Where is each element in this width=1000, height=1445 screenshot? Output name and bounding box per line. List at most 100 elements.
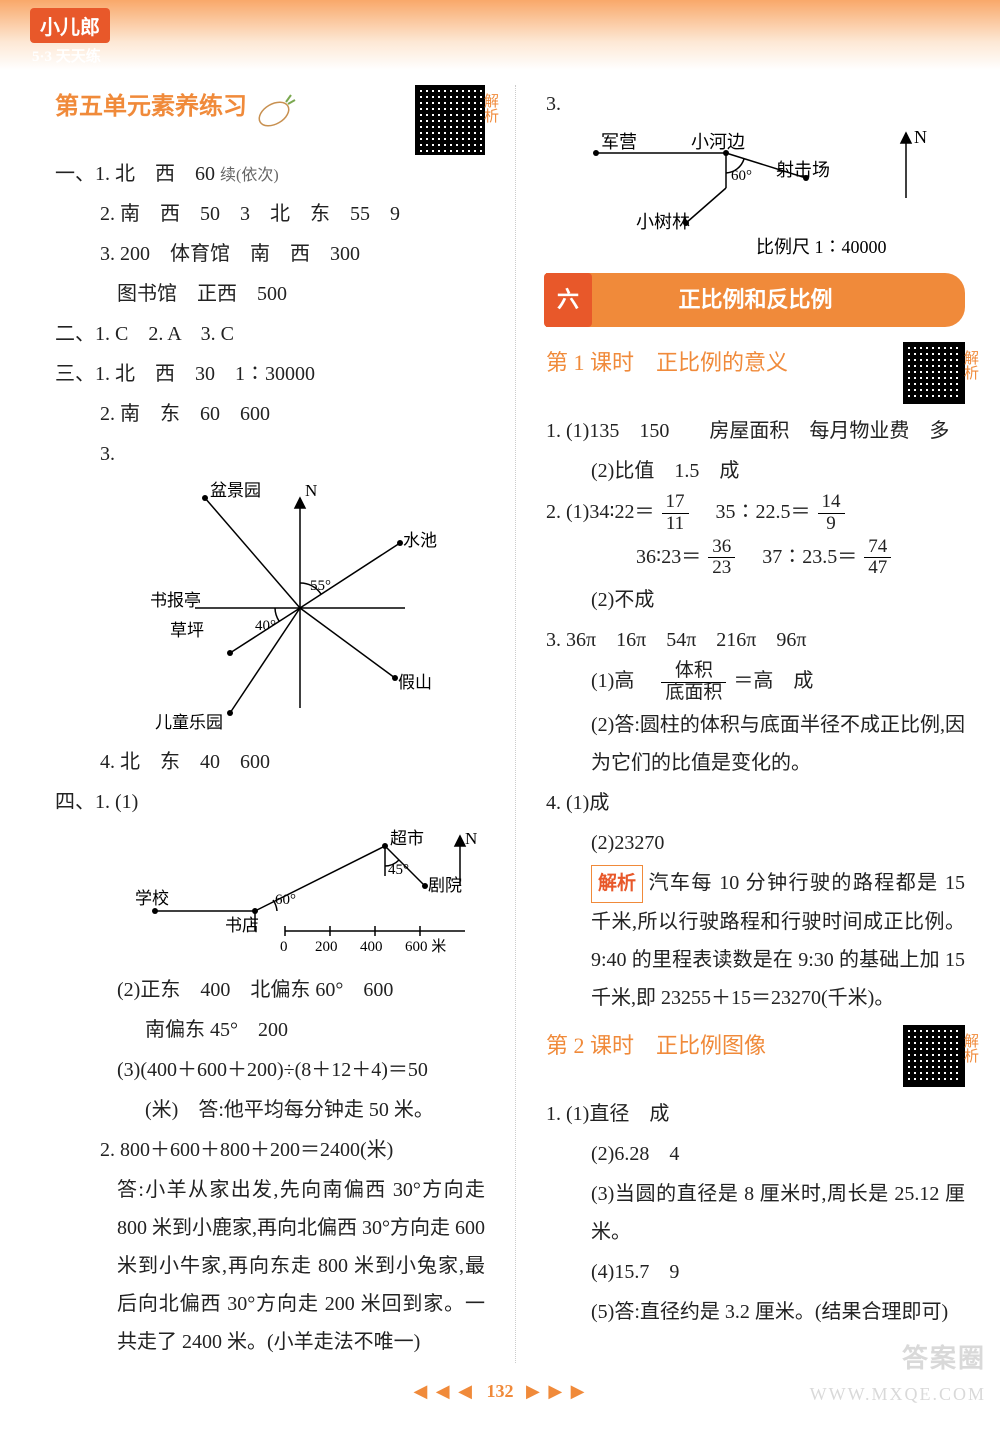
text: (1)高 <box>591 670 654 692</box>
answer-row: (米) 答:他平均每分钟走 50 米。 <box>55 1091 485 1129</box>
answer-row: (3)(400＋600＋200)÷(8＋12＋4)＝50 <box>55 1051 485 1089</box>
watermark-text: 答案圈 <box>902 1338 986 1375</box>
triangle-right-icon: ▶ ▶ ▶ <box>526 1381 587 1401</box>
page-header: 小儿郎 5·3 天天练 <box>0 0 1000 70</box>
text: 37∶23.5＝ <box>742 546 857 568</box>
answer-row: 2. 800＋600＋800＋200＝2400(米) <box>55 1131 485 1169</box>
diagram-svg: 军营 小河边 N 60° 射击场 小树林 比例尺 1∶40000 <box>576 128 956 258</box>
svg-text:盆景园: 盆景园 <box>210 481 261 500</box>
fraction: 1711 <box>662 492 689 535</box>
fraction: 体积底面积 <box>661 661 726 704</box>
lesson-header-row: 第 1 课时 正比例的意义 解析 <box>546 342 965 384</box>
answer-text: 1. C 2. A 3. C <box>95 323 234 345</box>
unit-number: 六 <box>544 273 592 327</box>
text: ＝高 成 <box>733 670 813 692</box>
answer-row: 2. (1)34∶22＝ 1711 35∶22.5＝ 149 <box>546 492 965 535</box>
qr-label: 解析 <box>956 1033 985 1063</box>
watermark-url: WWW.MXQE.COM <box>810 1384 986 1405</box>
answer-row: 一、1. 北 西 60 续(依次) <box>55 155 485 193</box>
answer-row: 二、1. C 2. A 3. C <box>55 315 485 353</box>
svg-text:书店: 书店 <box>225 916 259 935</box>
question-label: 3. <box>546 93 561 115</box>
analysis-tag: 解析 <box>591 865 643 903</box>
svg-text:400: 400 <box>360 939 383 955</box>
page-number: 132 <box>487 1381 514 1401</box>
qr-code-icon[interactable]: 解析 <box>903 1025 965 1087</box>
qr-code-icon[interactable]: 解析 <box>903 342 965 404</box>
svg-text:小树林: 小树林 <box>636 212 690 232</box>
answer-row: 1. (1)135 150 房屋面积 每月物业费 多 <box>546 412 965 450</box>
lesson-title: 第 1 课时 正比例的意义 <box>546 350 788 375</box>
unit-title: 第五单元素养练习 <box>55 85 247 131</box>
carrot-icon <box>252 92 297 127</box>
section-label: 一、 <box>55 163 95 185</box>
svg-text:40°: 40° <box>255 618 276 634</box>
answer-row: (3)当圆的直径是 8 厘米时,周长是 25.12 厘米。 <box>546 1175 965 1251</box>
svg-text:剧院: 剧院 <box>428 876 462 895</box>
diagram-svg: N 学校 书店 超市 剧院 60° 45° 0 200 400 600 米 <box>125 826 485 966</box>
map-diagram: 军营 小河边 N 60° 射击场 小树林 比例尺 1∶40000 <box>576 128 965 258</box>
svg-text:60°: 60° <box>731 168 752 184</box>
svg-text:N: N <box>465 829 477 848</box>
compass-diagram: N 盆景园 水池 书报亭 草坪 假山 儿童乐园 55° 40° <box>145 478 485 738</box>
qr-code-icon[interactable]: 解析 <box>415 85 485 155</box>
answer-row: 四、1. (1) <box>55 783 485 821</box>
svg-text:假山: 假山 <box>398 673 432 692</box>
answer-text: 1. (1) <box>95 791 138 813</box>
svg-text:55°: 55° <box>310 578 331 594</box>
answer-paragraph: 答:小羊从家出发,先向南偏西 30°方向走 800 米到小鹿家,再向北偏西 30… <box>55 1171 485 1361</box>
answer-row: 3. 200 体育馆 南 西 300 <box>55 235 485 273</box>
answer-row: (4)15.7 9 <box>546 1253 965 1291</box>
left-column: 第五单元素养练习 解析 一、1. 北 西 60 续(依次) 2. 南 西 50 … <box>55 85 485 1363</box>
answer-text: 1. 北 西 60 <box>95 163 215 185</box>
svg-text:N: N <box>914 128 927 147</box>
svg-text:儿童乐园: 儿童乐园 <box>155 713 223 732</box>
text: 36∶23＝ <box>636 546 701 568</box>
answer-row: (5)答:直径约是 3.2 厘米。(结果合理即可) <box>546 1293 965 1331</box>
svg-text:600 米: 600 米 <box>405 938 446 955</box>
analysis-paragraph: 解析汽车每 10 分钟行驶的路程都是 15 千米,所以行驶路程和行驶时间成正比例… <box>546 864 965 1017</box>
answer-row: 3. <box>55 435 485 473</box>
answer-row: 4. (1)成 <box>546 784 965 822</box>
answer-row: 2. 南 东 60 600 <box>55 395 485 433</box>
unit-header-row: 第五单元素养练习 解析 <box>55 85 485 131</box>
content-columns: 第五单元素养练习 解析 一、1. 北 西 60 续(依次) 2. 南 西 50 … <box>0 70 1000 1373</box>
svg-text:N: N <box>305 481 317 500</box>
unit-section-header: 六 正比例和反比例 <box>546 273 965 327</box>
answer-row: 3. 36π 16π 54π 216π 96π <box>546 621 965 659</box>
diagram-svg: N 盆景园 水池 书报亭 草坪 假山 儿童乐园 55° 40° <box>145 478 455 738</box>
answer-row: 图书馆 正西 500 <box>55 275 485 313</box>
svg-text:0: 0 <box>280 939 288 955</box>
fraction: 149 <box>818 492 845 535</box>
answer-row: 1. (1)直径 成 <box>546 1095 965 1133</box>
text: 2. (1)34∶22＝ <box>546 501 655 523</box>
route-diagram: N 学校 书店 超市 剧院 60° 45° 0 200 400 600 米 <box>125 826 485 966</box>
answer-row: 36∶23＝ 3623 37∶23.5＝ 7447 <box>546 537 965 580</box>
answer-row: 南偏东 45° 200 <box>55 1011 485 1049</box>
handwritten-note: 续(依次) <box>220 167 279 184</box>
qr-label: 解析 <box>476 93 505 123</box>
answer-paragraph: (2)答:圆柱的体积与底面半径不成正比例,因为它们的比值是变化的。 <box>546 706 965 782</box>
lesson-title: 第 2 课时 正比例图像 <box>546 1033 766 1058</box>
svg-text:学校: 学校 <box>135 889 169 908</box>
answer-row: (2)不成 <box>546 581 965 619</box>
answer-row: (2)6.28 4 <box>546 1135 965 1173</box>
answer-row: 2. 南 西 50 3 北 东 55 9 <box>55 195 485 233</box>
answer-row: (1)高 体积底面积 ＝高 成 <box>546 661 965 704</box>
fraction: 7447 <box>864 537 891 580</box>
answer-text: 1. 北 西 30 1∶30000 <box>95 363 315 385</box>
text: 35∶22.5＝ <box>696 501 811 523</box>
answer-row: (2)23270 <box>546 824 965 862</box>
svg-text:小河边: 小河边 <box>691 132 745 152</box>
answer-row: 3. <box>546 85 965 123</box>
unit-section-title: 正比例和反比例 <box>678 287 832 312</box>
svg-text:200: 200 <box>315 939 338 955</box>
section-label: 四、 <box>55 791 95 813</box>
svg-text:射击场: 射击场 <box>776 160 830 180</box>
answer-row: (2)正东 400 北偏东 60° 600 <box>55 971 485 1009</box>
svg-text:草坪: 草坪 <box>170 621 204 640</box>
svg-text:军营: 军营 <box>601 132 637 152</box>
brand-logo: 小儿郎 <box>30 8 110 43</box>
lesson-header-row: 第 2 课时 正比例图像 解析 <box>546 1025 965 1067</box>
column-divider <box>515 85 516 1363</box>
